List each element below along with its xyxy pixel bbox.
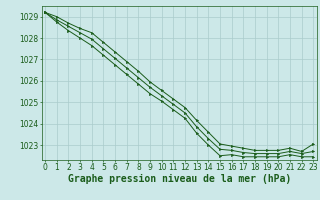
X-axis label: Graphe pression niveau de la mer (hPa): Graphe pression niveau de la mer (hPa) <box>68 174 291 184</box>
